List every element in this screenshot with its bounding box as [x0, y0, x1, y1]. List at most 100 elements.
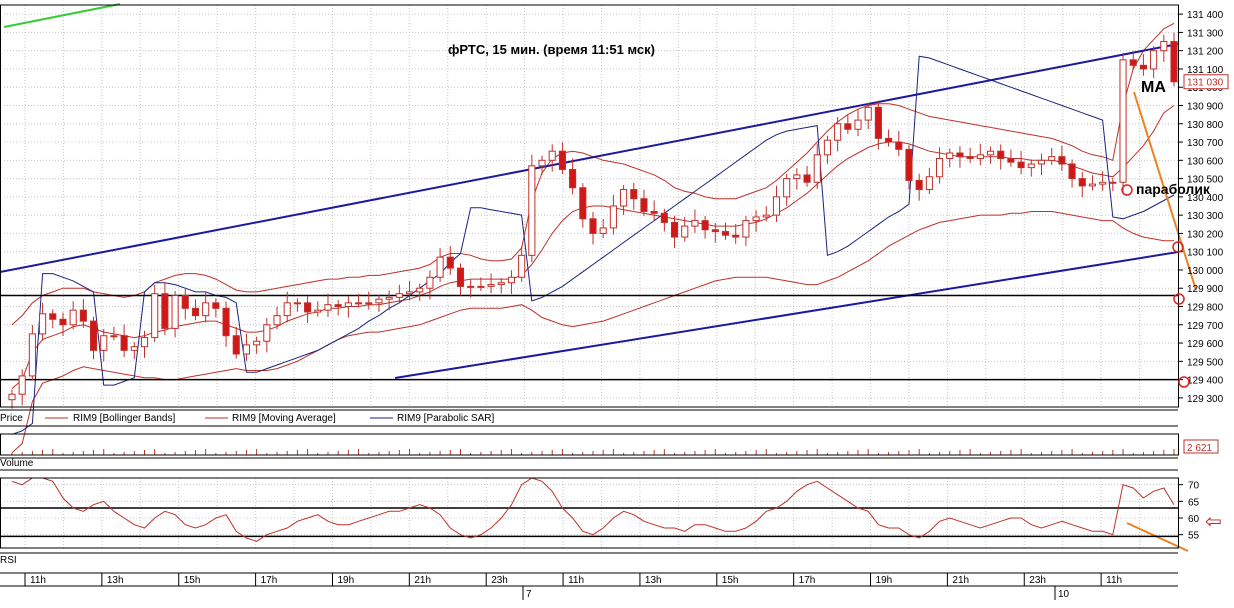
rsi-tick-label: 55 [1188, 531, 1200, 542]
candle-body [620, 189, 628, 207]
candle-body [253, 340, 261, 346]
time-tick-label: 19h [876, 575, 893, 586]
candle-body [507, 276, 516, 284]
candle-body [456, 267, 465, 287]
panel-frame [0, 477, 1179, 549]
rsi-tick-label: 70 [1188, 481, 1200, 492]
time-tick-label: 17h [261, 575, 278, 586]
candle-body [558, 150, 566, 170]
candle-body [589, 218, 597, 234]
candle-body [487, 284, 495, 287]
candle-body [711, 229, 719, 233]
panel-frame [0, 433, 1179, 456]
y-tick-label: 130 700 [1187, 138, 1224, 149]
candle-body [446, 256, 454, 269]
candle-body [1078, 178, 1086, 187]
annotations: фРТС, 15 мин. (время 11:51 мск) MA параб… [448, 42, 1222, 533]
candle-body [569, 168, 577, 189]
time-axis: 11h 13h 15h 17h 19h 21h 23h 11h 13h 15h 17h 19h 21h 2… [0, 572, 1178, 600]
candle-body [936, 157, 944, 178]
time-tick-label: 13h [107, 575, 124, 586]
candle-body [640, 198, 648, 212]
candle-body [691, 220, 699, 227]
candle-body [344, 302, 352, 308]
time-tick-label: 21h [414, 575, 431, 586]
candle-body [1037, 159, 1046, 165]
y-tick-label: 129 800 [1187, 303, 1224, 314]
candle-body [885, 137, 893, 143]
candle-body [905, 148, 913, 181]
time-tick-label: 21h [952, 575, 969, 586]
candle-body [1007, 157, 1015, 163]
time-tick-label: 15h [184, 575, 201, 586]
candle-body [997, 150, 1005, 159]
channel-upper [0, 43, 1179, 273]
candle-body [915, 179, 923, 191]
candle-body [1160, 41, 1168, 52]
candle-body [28, 333, 36, 377]
candle-body [538, 159, 546, 167]
rsi-axis: 70 65 60 55 [1178, 481, 1200, 542]
rsi-tick-label: 65 [1188, 497, 1200, 508]
candle-body [49, 313, 57, 320]
y-tick-label: 130 300 [1187, 211, 1224, 222]
candle-body [1088, 183, 1097, 187]
y-tick-label: 129 500 [1187, 357, 1224, 368]
candle-body [232, 335, 240, 355]
candle-body [874, 106, 882, 139]
candle-body [742, 220, 750, 238]
date-tick-label: 7 [526, 589, 532, 600]
candle-body [202, 302, 210, 317]
marker-circle-icon [1121, 184, 1133, 196]
candle-body [314, 309, 322, 313]
rsi-line [11, 477, 1175, 542]
trend-channel [0, 3, 1197, 552]
candle-body [528, 165, 536, 256]
candle-body [39, 313, 47, 335]
candle-body [426, 276, 434, 289]
candle-body [120, 335, 128, 351]
y-tick-label: 129 900 [1187, 284, 1224, 295]
candle-body [375, 298, 383, 304]
last-price-label: 131 030 [1187, 78, 1224, 89]
candle-body [365, 302, 373, 305]
candle-body [283, 302, 291, 317]
candle-body [976, 154, 984, 159]
candle-body [497, 282, 505, 286]
candle-body [263, 324, 271, 342]
time-tick-label: 15h [722, 575, 739, 586]
candle-body [579, 187, 587, 220]
candle-body [701, 220, 709, 231]
candle-body [793, 174, 801, 180]
candlesticks [8, 32, 1178, 409]
candle-body [548, 150, 556, 161]
y-tick-label: 130 900 [1187, 102, 1224, 113]
candle-body [803, 174, 811, 183]
y-tick-label: 130 000 [1187, 266, 1224, 277]
candle-body [599, 227, 607, 234]
candle-body [946, 152, 954, 159]
candle-body [518, 254, 526, 278]
candle-body [660, 212, 668, 223]
marker-circle-icon [1172, 241, 1184, 253]
candle-body [1058, 156, 1066, 165]
candle-body [130, 346, 138, 351]
candle-body [1170, 41, 1178, 83]
time-tick-label: 19h [337, 575, 354, 586]
y-tick-label: 129 700 [1187, 321, 1224, 332]
y-tick-label: 129 400 [1187, 376, 1224, 387]
candle-body [355, 302, 363, 305]
candle-body [783, 178, 791, 198]
candle-body [721, 231, 730, 236]
chart-title: фРТС, 15 мин. (время 11:51 мск) [448, 42, 655, 57]
candle-body [1139, 64, 1147, 70]
candle-body [100, 335, 108, 351]
ma-label: MA [1141, 79, 1166, 96]
candle-body [8, 393, 16, 401]
candle-body [925, 176, 933, 191]
candle-body [650, 210, 658, 214]
candle-body [1129, 59, 1137, 66]
orange-projection [1133, 91, 1197, 291]
candle-body [395, 293, 403, 298]
